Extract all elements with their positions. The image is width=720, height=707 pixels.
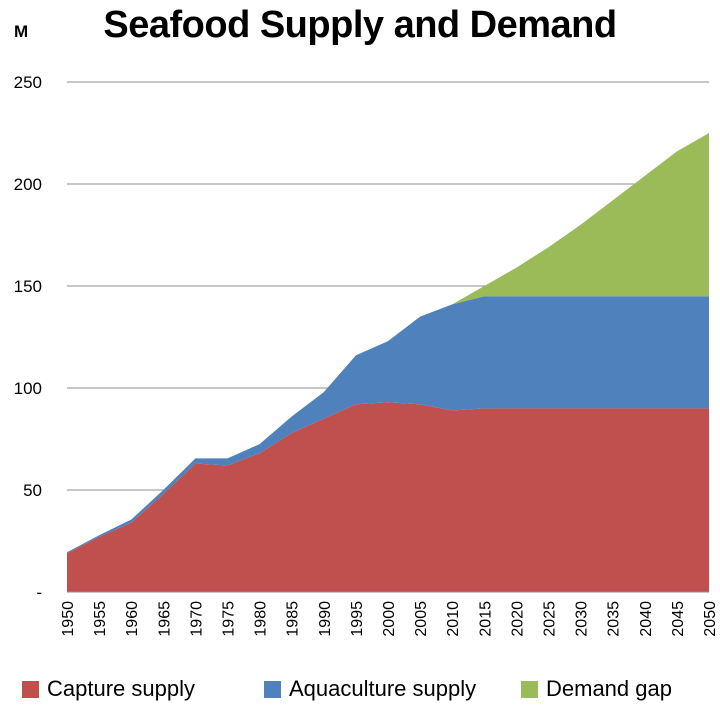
y-tick-label-0: - <box>36 583 42 602</box>
legend-swatch-capture-supply <box>22 680 39 698</box>
y-tick-label-200: 200 <box>14 175 42 194</box>
x-tick-label-2030: 2030 <box>574 601 591 637</box>
x-tick-label-2020: 2020 <box>509 601 526 637</box>
x-tick-label-2040: 2040 <box>638 601 655 637</box>
x-tick-label-2050: 2050 <box>702 601 719 637</box>
legend-swatch-aquaculture-supply <box>264 680 281 698</box>
x-tick-label-2035: 2035 <box>606 601 623 637</box>
x-tick-label-2010: 2010 <box>445 601 462 637</box>
y-axis-unit-label: M <box>14 22 29 41</box>
legend-label-aquaculture-supply: Aquaculture supply <box>289 676 477 701</box>
chart-title: Seafood Supply and Demand <box>103 4 617 46</box>
area-series-capture-supply <box>67 402 709 592</box>
x-tick-label-1955: 1955 <box>92 601 109 637</box>
x-tick-label-1975: 1975 <box>221 601 238 637</box>
x-tick-label-2045: 2045 <box>670 601 687 637</box>
x-tick-label-1960: 1960 <box>124 601 141 637</box>
x-tick-label-2025: 2025 <box>542 601 559 637</box>
x-tick-label-2015: 2015 <box>477 601 494 637</box>
x-tick-label-1985: 1985 <box>285 601 302 637</box>
x-tick-label-2005: 2005 <box>413 601 430 637</box>
y-tick-label-250: 250 <box>14 73 42 92</box>
y-tick-label-50: 50 <box>23 481 42 500</box>
x-tick-label-1990: 1990 <box>317 601 334 637</box>
chart-legend: Capture supply Aquaculture supply Demand… <box>0 676 720 706</box>
legend-label-demand-gap: Demand gap <box>546 676 672 701</box>
x-tick-label-1950: 1950 <box>60 601 77 637</box>
legend-item-aquaculture-supply: Aquaculture supply <box>264 676 476 702</box>
area-series-aquaculture-supply <box>67 296 709 554</box>
x-tick-label-1995: 1995 <box>349 601 366 637</box>
legend-item-demand-gap: Demand gap <box>521 676 672 702</box>
legend-swatch-demand-gap <box>521 680 538 698</box>
x-tick-label-1970: 1970 <box>188 601 205 637</box>
legend-label-capture-supply: Capture supply <box>47 676 195 701</box>
x-tick-label-1965: 1965 <box>156 601 173 637</box>
x-tick-label-2000: 2000 <box>381 601 398 637</box>
legend-item-capture-supply: Capture supply <box>22 676 195 702</box>
y-tick-label-100: 100 <box>14 379 42 398</box>
y-tick-label-150: 150 <box>14 277 42 296</box>
x-tick-label-1980: 1980 <box>253 601 270 637</box>
